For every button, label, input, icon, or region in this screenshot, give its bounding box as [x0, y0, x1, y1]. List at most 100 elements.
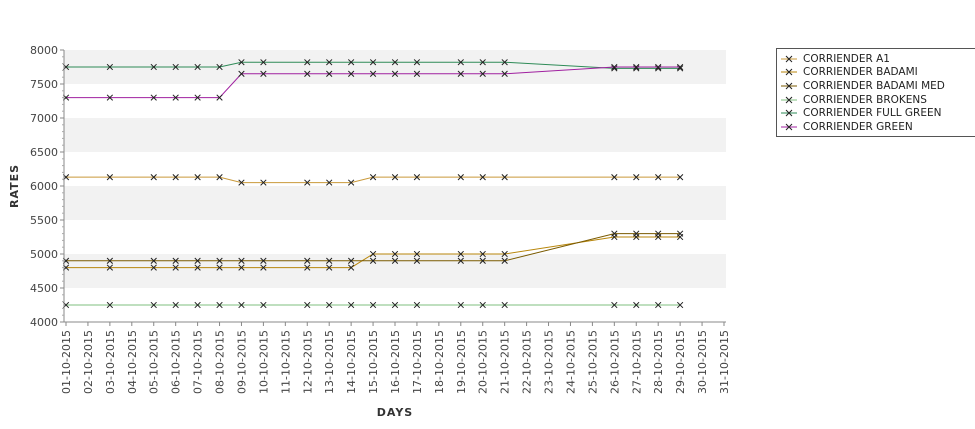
legend-item: CORRIENDER FULL GREEN — [781, 106, 973, 120]
data-point — [655, 301, 662, 309]
x-axis-ticks: 01-10-2015 02-10-2015 03-10-2015 04-10-2015… — [60, 322, 731, 394]
data-point — [413, 174, 421, 181]
series — [62, 59, 684, 72]
x-tick-label: 21-10-2015 — [499, 330, 512, 394]
data-point — [150, 174, 157, 181]
data-point — [457, 301, 464, 309]
x-tick-label: 24-10-2015 — [564, 330, 577, 394]
data-point — [611, 174, 618, 181]
data-point — [326, 301, 333, 309]
data-point — [633, 174, 640, 181]
y-tick-label: 5000 — [30, 248, 58, 261]
data-point — [501, 59, 508, 66]
series — [62, 63, 684, 101]
data-point — [391, 174, 399, 181]
data-point — [347, 264, 355, 271]
data-point — [457, 59, 464, 66]
data-point — [479, 59, 486, 66]
data-point — [304, 59, 311, 66]
x-tick-label: 18-10-2015 — [433, 330, 446, 394]
data-point — [238, 264, 245, 271]
data-point — [260, 257, 267, 264]
data-point — [501, 301, 508, 309]
data-point — [216, 174, 223, 181]
data-point — [238, 301, 245, 309]
data-point — [326, 179, 333, 186]
x-tick-label: 04-10-2015 — [126, 330, 139, 394]
data-point — [150, 63, 157, 71]
data-point — [413, 301, 421, 309]
series — [62, 174, 684, 186]
data-point — [260, 70, 267, 77]
data-point — [106, 301, 114, 309]
x-tick-label: 30-10-2015 — [696, 330, 709, 394]
data-point — [676, 63, 684, 71]
data-point — [501, 70, 508, 77]
data-point — [457, 70, 464, 77]
data-point — [391, 70, 399, 77]
data-point — [369, 70, 377, 77]
data-point — [194, 174, 201, 181]
data-point — [479, 250, 486, 258]
x-tick-label: 11-10-2015 — [279, 330, 292, 394]
data-point — [479, 174, 486, 181]
series-layer — [62, 59, 684, 309]
legend-marker-icon — [781, 81, 797, 91]
data-point — [391, 250, 399, 258]
data-point — [655, 65, 662, 72]
data-point — [260, 301, 267, 309]
x-tick-label: 26-10-2015 — [608, 330, 621, 394]
legend-item: CORRIENDER BROKENS — [781, 93, 973, 107]
data-point — [194, 301, 201, 309]
data-point — [304, 301, 311, 309]
data-point — [347, 257, 355, 264]
data-point — [676, 174, 684, 181]
x-tick-label: 10-10-2015 — [257, 330, 270, 394]
legend-label: CORRIENDER BROKENS — [803, 93, 927, 106]
y-tick-label: 7500 — [30, 78, 58, 91]
data-point — [633, 63, 640, 71]
data-point — [676, 301, 684, 309]
data-point — [238, 70, 245, 77]
grid-band — [64, 84, 726, 118]
data-point — [304, 179, 311, 186]
x-tick-label: 27-10-2015 — [630, 330, 643, 394]
y-axis-title: RATES — [8, 164, 21, 208]
grid-bands — [64, 50, 726, 322]
data-point — [194, 63, 201, 71]
data-point — [216, 63, 223, 71]
data-point — [369, 257, 377, 264]
x-tick-label: 19-10-2015 — [455, 330, 468, 394]
data-point — [150, 257, 157, 264]
data-point — [391, 257, 399, 264]
x-tick-label: 28-10-2015 — [652, 330, 665, 394]
legend-item: CORRIENDER BADAMI MED — [781, 79, 973, 93]
data-point — [260, 179, 267, 186]
x-tick-label: 08-10-2015 — [214, 330, 227, 394]
data-point — [347, 301, 355, 309]
grid-band — [64, 118, 726, 152]
data-point — [413, 59, 421, 66]
legend-marker-icon — [781, 108, 797, 118]
data-point — [501, 257, 508, 264]
x-tick-label: 25-10-2015 — [586, 330, 599, 394]
legend-marker-icon — [781, 67, 797, 77]
data-point — [106, 94, 114, 101]
data-point — [347, 59, 355, 66]
data-point — [611, 230, 618, 237]
data-point — [326, 59, 333, 66]
data-point — [172, 94, 179, 101]
data-point — [479, 301, 486, 309]
data-point — [106, 257, 114, 264]
data-point — [216, 264, 223, 271]
data-point — [194, 257, 201, 264]
legend-label: CORRIENDER BADAMI MED — [803, 79, 945, 92]
data-point — [369, 301, 377, 309]
data-point — [501, 174, 508, 181]
data-point — [194, 264, 201, 271]
legend-label: CORRIENDER FULL GREEN — [803, 107, 942, 120]
data-point — [633, 230, 640, 237]
x-axis-title: DAYS — [377, 406, 413, 419]
x-tick-label: 13-10-2015 — [323, 330, 336, 394]
data-point — [479, 257, 486, 264]
